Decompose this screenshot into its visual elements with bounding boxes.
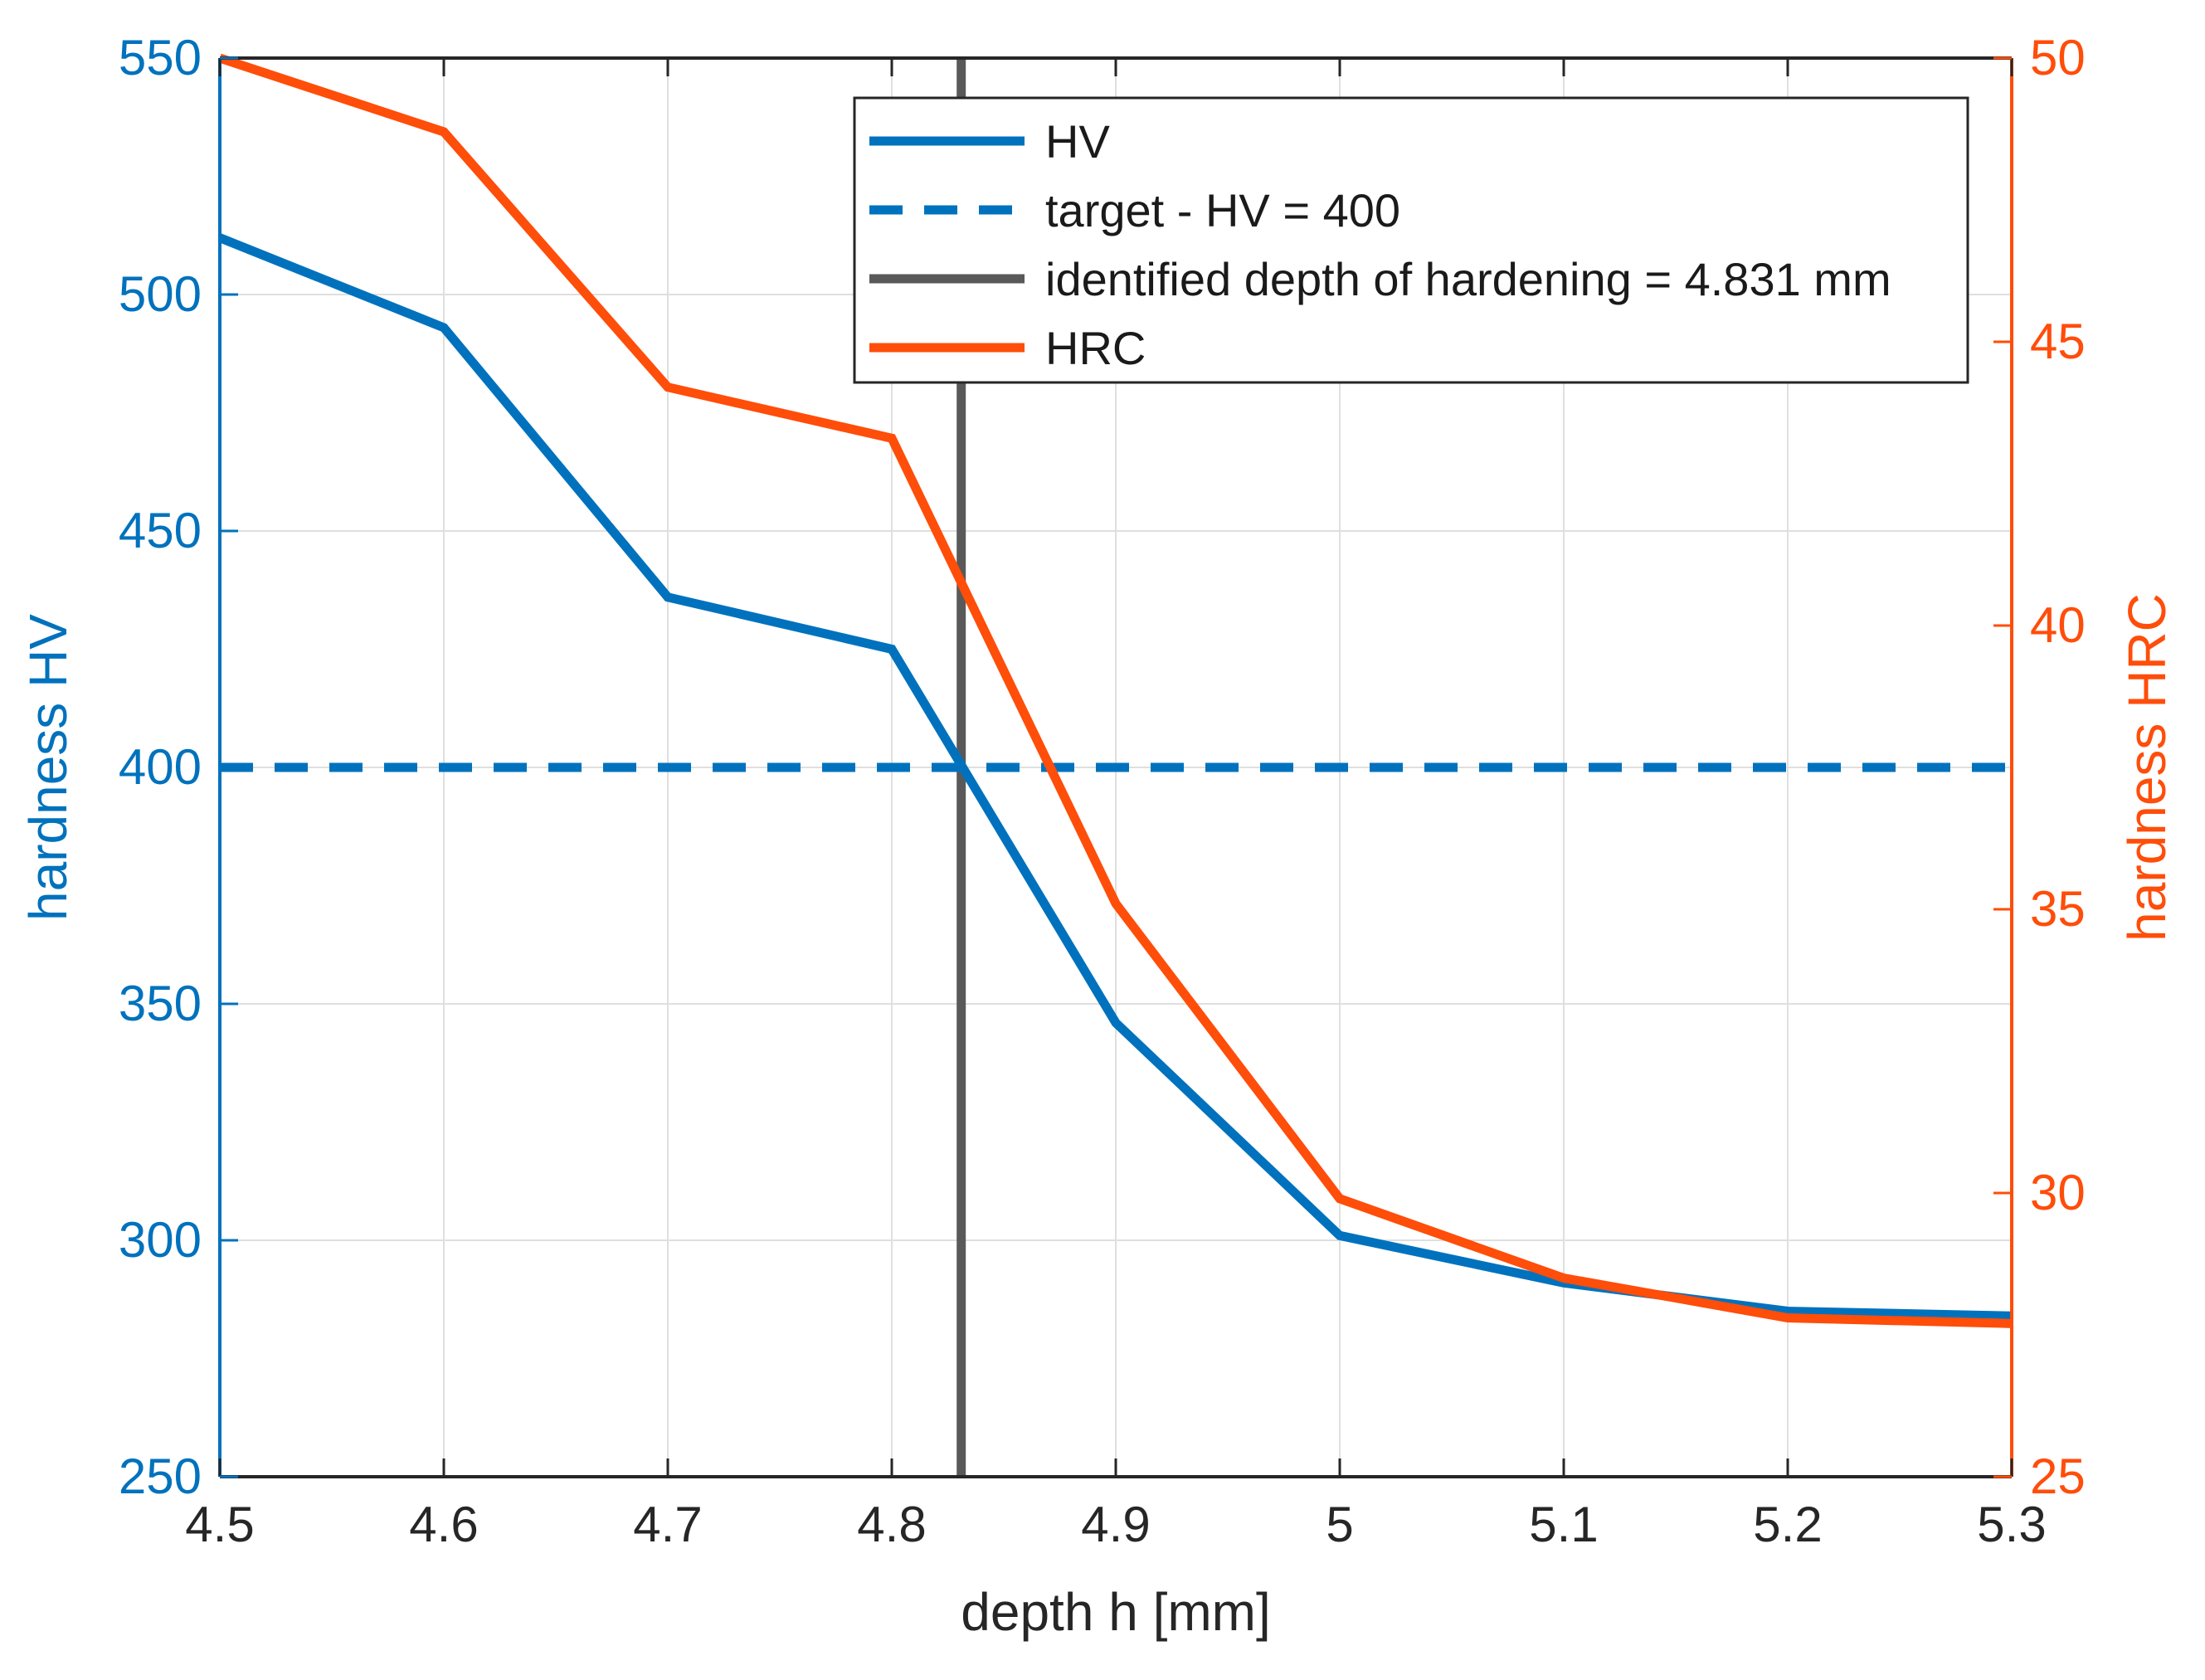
legend-entry-identified-depth-label: identified depth of hardening = 4.831 mm [1045, 253, 1891, 305]
x-tick-label: 5.3 [1977, 1497, 2046, 1552]
hrc-series-line [218, 53, 2013, 1328]
y-left-tick-label: 550 [119, 30, 202, 85]
y-left-tick-label: 450 [119, 503, 202, 558]
x-tick-label: 5.1 [1529, 1497, 1598, 1552]
x-tick-label: 4.5 [185, 1497, 254, 1552]
x-tick-label: 4.9 [1081, 1497, 1150, 1552]
x-tick-label: 4.7 [633, 1497, 702, 1552]
y-right-tick-label: 50 [2030, 30, 2086, 85]
y-right-tick-label: 35 [2030, 881, 2086, 937]
y-left-tick-label: 500 [119, 266, 202, 322]
x-axis-title: depth h [mm] [961, 1582, 1271, 1642]
y-left-tick-label: 400 [119, 739, 202, 795]
y-right-tick-label: 45 [2030, 314, 2086, 369]
y-right-axis-title: hardness HRC [2117, 593, 2177, 942]
y-left-tick-label: 300 [119, 1212, 202, 1268]
legend-entry-hrc-label: HRC [1045, 322, 1146, 374]
x-tick-label: 4.8 [857, 1497, 926, 1552]
x-tick-label: 5.2 [1753, 1497, 1822, 1552]
y-right-tick-label: 40 [2030, 597, 2086, 653]
y-right-tick-label: 25 [2030, 1449, 2086, 1504]
x-tick-label: 5 [1326, 1497, 1353, 1552]
x-tick-label: 4.6 [409, 1497, 478, 1552]
legend-entry-target-label: target - HV = 400 [1045, 184, 1400, 236]
y-right-tick-label: 30 [2030, 1165, 2086, 1220]
legend-entry-hv-label: HV [1045, 115, 1110, 168]
y-left-tick-label: 350 [119, 976, 202, 1031]
legend-box [853, 96, 1969, 384]
y-left-tick-label: 250 [119, 1449, 202, 1504]
y-left-axis-title: hardness HV [18, 614, 78, 921]
